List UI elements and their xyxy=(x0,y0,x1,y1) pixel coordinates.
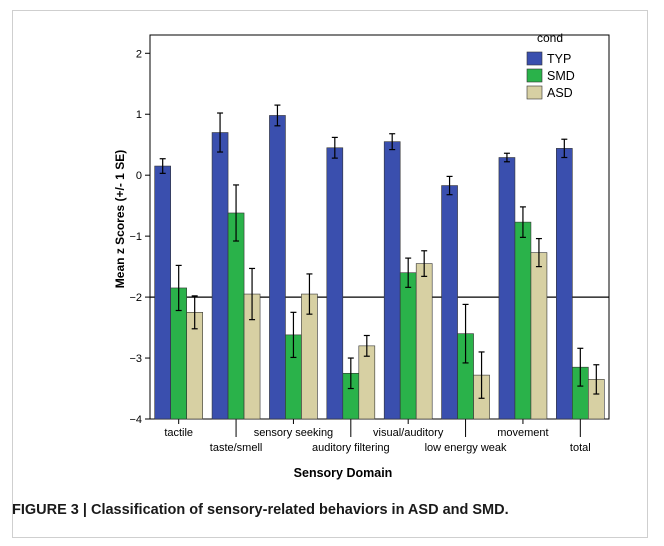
y-tick-label: 1 xyxy=(136,109,142,121)
legend-swatch xyxy=(527,52,542,65)
bar-smd xyxy=(515,222,531,419)
x-tick-label: tactile xyxy=(164,427,193,439)
legend-title: cond xyxy=(537,31,563,45)
bar-typ xyxy=(499,158,515,419)
x-axis-label: Sensory Domain xyxy=(294,466,393,480)
bars xyxy=(155,115,605,419)
bar-typ xyxy=(384,142,400,419)
legend-label: SMD xyxy=(547,69,575,83)
y-tick-label: 0 xyxy=(136,170,142,182)
y-tick-label: −2 xyxy=(129,292,142,304)
x-tick-label: taste/smell xyxy=(210,442,263,454)
bar-asd xyxy=(359,346,375,419)
bar-typ xyxy=(155,166,171,419)
bar-smd xyxy=(400,273,416,419)
bar-typ xyxy=(212,133,228,419)
legend-label: TYP xyxy=(547,52,571,66)
legend: cond TYP SMD ASD xyxy=(527,31,575,100)
figure-caption: FIGURE 3 | Classification of sensory-rel… xyxy=(12,502,509,518)
bar-typ xyxy=(442,186,458,419)
bar-typ xyxy=(327,148,343,419)
y-tick-label: −4 xyxy=(129,414,142,426)
bar-asd xyxy=(416,264,432,419)
legend-label: ASD xyxy=(547,86,573,100)
x-tick-label: total xyxy=(570,442,591,454)
y-axis-label: Mean z Scores (+/- 1 SE) xyxy=(113,150,127,288)
bar-asd xyxy=(531,253,547,419)
bar-smd xyxy=(228,213,244,419)
y-tick-label: −3 xyxy=(129,353,142,365)
y-tick-label: −1 xyxy=(129,231,142,243)
y-tick-label: 2 xyxy=(136,48,142,60)
x-tick-label: visual/auditory xyxy=(373,427,444,439)
legend-swatch xyxy=(527,69,542,82)
x-tick-label: movement xyxy=(497,427,548,439)
x-tick-label: auditory filtering xyxy=(312,442,390,454)
x-tick-label: sensory seeking xyxy=(254,427,334,439)
bar-typ xyxy=(269,115,285,419)
x-tick-label: low energy weak xyxy=(425,442,507,454)
bar-typ xyxy=(556,148,572,419)
legend-swatch xyxy=(527,86,542,99)
